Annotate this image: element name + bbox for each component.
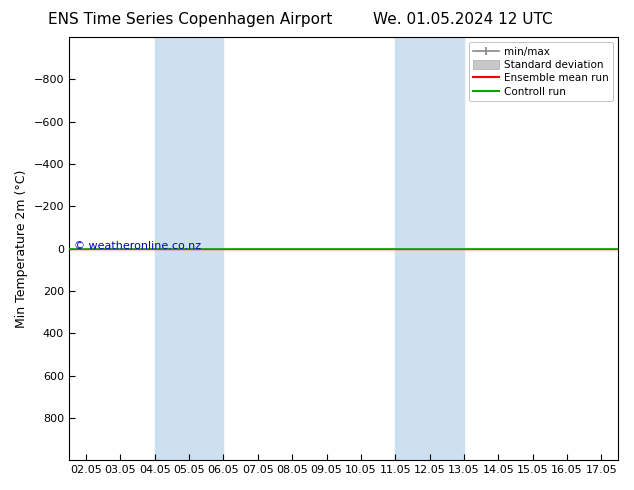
Text: © weatheronline.co.nz: © weatheronline.co.nz bbox=[74, 242, 202, 251]
Legend: min/max, Standard deviation, Ensemble mean run, Controll run: min/max, Standard deviation, Ensemble me… bbox=[469, 42, 613, 101]
Y-axis label: Min Temperature 2m (°C): Min Temperature 2m (°C) bbox=[15, 170, 28, 328]
Bar bbox=[155, 37, 223, 460]
Bar bbox=[395, 37, 464, 460]
Text: We. 01.05.2024 12 UTC: We. 01.05.2024 12 UTC bbox=[373, 12, 553, 27]
Text: ENS Time Series Copenhagen Airport: ENS Time Series Copenhagen Airport bbox=[48, 12, 332, 27]
